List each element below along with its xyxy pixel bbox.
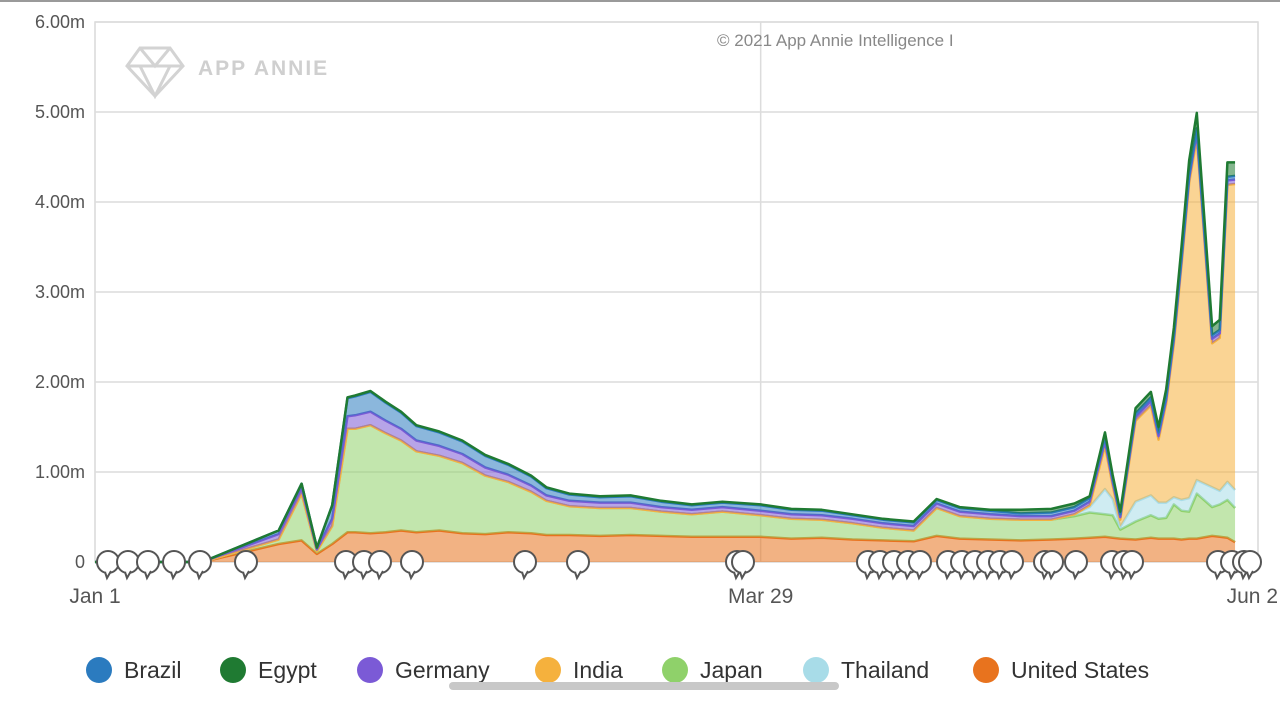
x-tick-label: Mar 29 bbox=[728, 585, 793, 608]
legend-label: Brazil bbox=[124, 656, 182, 683]
legend-label: Japan bbox=[700, 656, 763, 683]
legend-item-egypt[interactable]: Egypt bbox=[220, 650, 317, 690]
legend-item-united-states[interactable]: United States bbox=[973, 650, 1149, 690]
thailand-swatch bbox=[803, 657, 829, 683]
annotation-bubble-icon[interactable] bbox=[162, 550, 186, 581]
diamond-icon bbox=[125, 46, 185, 100]
y-tick-label: 6.00m bbox=[35, 12, 85, 32]
legend-item-japan[interactable]: Japan bbox=[662, 650, 763, 690]
legend-item-germany[interactable]: Germany bbox=[357, 650, 490, 690]
annotation-bubble-icon[interactable] bbox=[334, 550, 358, 581]
x-tick-label: Jun 2 bbox=[1227, 585, 1278, 608]
annotation-bubble-icon[interactable] bbox=[1064, 550, 1088, 581]
annotation-bubble-icon[interactable] bbox=[566, 550, 590, 581]
annotation-markers[interactable] bbox=[96, 550, 1262, 581]
y-tick-label: 2.00m bbox=[35, 372, 85, 392]
annotation-bubble-icon[interactable] bbox=[400, 550, 424, 581]
brazil-swatch bbox=[86, 657, 112, 683]
annotation-bubble-icon[interactable] bbox=[1000, 550, 1024, 581]
legend-label: Germany bbox=[395, 656, 490, 683]
annotation-bubble-icon[interactable] bbox=[188, 550, 212, 581]
japan-swatch bbox=[662, 657, 688, 683]
stacked-areas bbox=[95, 111, 1236, 564]
egypt-swatch bbox=[220, 657, 246, 683]
copyright-text: © 2021 App Annie Intelligence I bbox=[717, 31, 954, 50]
line-egypt bbox=[95, 111, 1236, 564]
area-japan bbox=[95, 425, 1236, 562]
annotation-bubble-icon[interactable] bbox=[234, 550, 258, 581]
legend-label: United States bbox=[1011, 656, 1150, 683]
x-axis-labels: Jan 1 Mar 29 Jun 2 bbox=[69, 585, 1278, 608]
legend-label: India bbox=[573, 656, 623, 683]
legend-item-thailand[interactable]: Thailand bbox=[803, 650, 929, 690]
logo-text: APP ANNIE bbox=[198, 57, 329, 80]
annotation-bubble-icon[interactable] bbox=[908, 550, 932, 581]
annotation-bubble-icon[interactable] bbox=[731, 550, 755, 581]
united-states-swatch bbox=[973, 657, 999, 683]
legend-label: Egypt bbox=[258, 656, 317, 683]
gridlines bbox=[95, 21, 1258, 562]
annotation-bubble-icon[interactable] bbox=[1040, 550, 1064, 581]
y-tick-label: 5.00m bbox=[35, 102, 85, 122]
legend-label: Thailand bbox=[841, 656, 930, 683]
y-tick-label: 4.00m bbox=[35, 192, 85, 212]
horizontal-scrollbar[interactable] bbox=[449, 682, 839, 690]
top-border bbox=[0, 0, 1280, 2]
y-axis-labels: 0 1.00m 2.00m 3.00m 4.00m 5.00m 6.00m bbox=[35, 12, 85, 572]
y-tick-label: 0 bbox=[75, 552, 85, 572]
annotation-bubble-icon[interactable] bbox=[368, 550, 392, 581]
y-tick-label: 1.00m bbox=[35, 462, 85, 482]
x-tick-label: Jan 1 bbox=[69, 585, 120, 608]
legend-item-india[interactable]: India bbox=[535, 650, 623, 690]
annotation-bubble-icon[interactable] bbox=[96, 550, 120, 581]
annotation-bubble-icon[interactable] bbox=[1238, 550, 1262, 581]
legend: Brazil Egypt Germany India Japan Thailan… bbox=[0, 650, 1280, 690]
y-tick-label: 3.00m bbox=[35, 282, 85, 302]
legend-item-brazil[interactable]: Brazil bbox=[86, 650, 182, 690]
annotation-bubble-icon[interactable] bbox=[1120, 550, 1144, 581]
annotation-bubble-icon[interactable] bbox=[136, 550, 160, 581]
germany-swatch bbox=[357, 657, 383, 683]
app-annie-logo: APP ANNIE bbox=[125, 46, 329, 100]
annotation-bubble-icon[interactable] bbox=[513, 550, 537, 581]
india-swatch bbox=[535, 657, 561, 683]
annotation-bubble-icon[interactable] bbox=[116, 550, 140, 581]
